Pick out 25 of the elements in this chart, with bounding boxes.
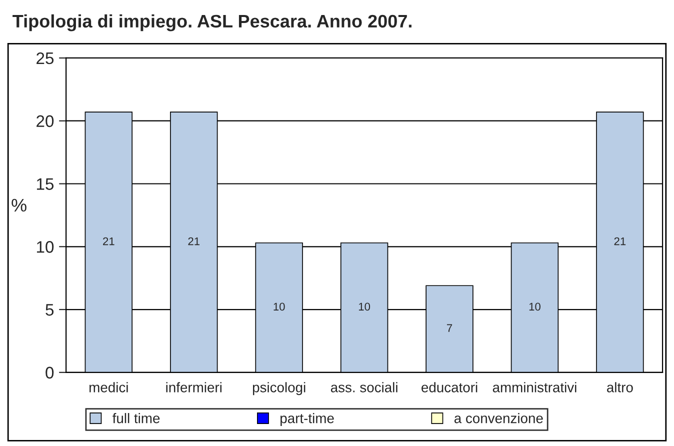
legend-label: a convenzione	[454, 413, 543, 424]
data-label: 10	[358, 302, 370, 311]
data-label: 21	[614, 237, 626, 246]
legend-label: full time	[112, 413, 160, 424]
data-label: 10	[529, 302, 540, 311]
x-tick-label: educatori	[422, 382, 478, 392]
legend-label: part-time	[280, 413, 334, 426]
y-tick-label: 25	[36, 52, 54, 64]
data-label: 21	[188, 237, 200, 246]
data-label: 7	[446, 324, 452, 332]
y-tick-label: 10	[36, 241, 54, 253]
x-tick-label: infermieri	[166, 382, 222, 392]
x-tick-label: amministrativi	[492, 382, 576, 392]
x-tick-label: medici	[90, 382, 128, 392]
x-tick-label: altro	[607, 382, 633, 392]
x-tick-label: psicologi	[252, 382, 306, 396]
y-axis-title: %	[12, 198, 26, 212]
y-tick-label: 0	[46, 366, 54, 379]
data-label: 21	[103, 237, 114, 246]
x-tick-label: ass. sociali	[330, 382, 398, 392]
y-tick-label: 5	[46, 304, 54, 316]
chart-title: Tipologia di impiego. ASL Pescara. Anno 2007.	[12, 14, 412, 32]
y-tick-label: 20	[36, 115, 54, 128]
data-label: 10	[274, 302, 285, 311]
y-tick-label: 15	[36, 178, 54, 190]
